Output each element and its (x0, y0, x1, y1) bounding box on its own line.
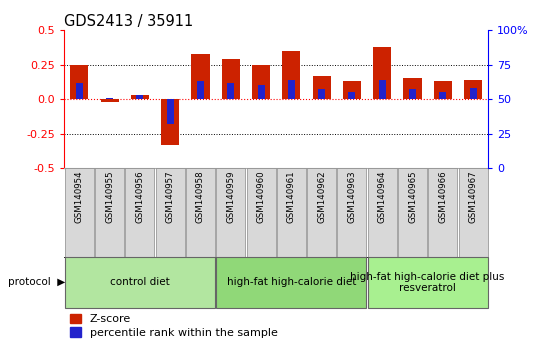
Text: GSM140966: GSM140966 (439, 171, 448, 223)
Bar (227, 82, 234, 99)
Bar (156, 168, 185, 257)
Bar (191, 53, 210, 99)
Legend: Z-score, percentile rank within the sample: Z-score, percentile rank within the samp… (70, 314, 277, 338)
Text: GSM140959: GSM140959 (227, 171, 235, 223)
Text: GSM140955: GSM140955 (105, 171, 114, 223)
Bar (403, 79, 422, 99)
Bar (288, 80, 295, 99)
Bar (106, 98, 113, 99)
Bar (222, 59, 240, 99)
Bar (252, 65, 270, 99)
Bar (137, 95, 143, 99)
Bar (307, 168, 336, 257)
Bar (368, 168, 397, 257)
Bar (65, 168, 94, 257)
Bar (373, 47, 391, 99)
Bar (368, 257, 488, 308)
Bar (277, 168, 306, 257)
Text: GSM140963: GSM140963 (348, 171, 357, 223)
Bar (398, 168, 427, 257)
Bar (349, 92, 355, 99)
Bar (409, 90, 416, 99)
Bar (470, 88, 477, 99)
Text: GSM140957: GSM140957 (166, 171, 175, 223)
Text: high-fat high-calorie diet: high-fat high-calorie diet (227, 277, 356, 287)
Bar (95, 168, 124, 257)
Bar (197, 81, 204, 99)
Bar (247, 168, 276, 257)
Bar (161, 99, 179, 145)
Text: GSM140958: GSM140958 (196, 171, 205, 223)
Bar (318, 90, 325, 99)
Bar (459, 168, 488, 257)
Text: GSM140967: GSM140967 (469, 171, 478, 223)
Bar (217, 257, 367, 308)
Text: GDS2413 / 35911: GDS2413 / 35911 (64, 14, 194, 29)
Bar (167, 99, 174, 124)
Bar (126, 168, 155, 257)
Bar (312, 76, 331, 99)
Bar (100, 99, 119, 102)
Bar (379, 80, 386, 99)
Bar (464, 80, 482, 99)
Text: GSM140965: GSM140965 (408, 171, 417, 223)
Bar (258, 85, 264, 99)
Text: protocol  ▶: protocol ▶ (7, 277, 65, 287)
Text: GSM140956: GSM140956 (136, 171, 145, 223)
Text: GSM140960: GSM140960 (257, 171, 266, 223)
Text: control diet: control diet (110, 277, 170, 287)
Bar (338, 168, 367, 257)
Bar (76, 82, 83, 99)
Text: GSM140954: GSM140954 (75, 171, 84, 223)
Bar (217, 168, 246, 257)
Bar (434, 81, 452, 99)
Bar (343, 81, 361, 99)
Bar (70, 65, 88, 99)
Text: GSM140962: GSM140962 (317, 171, 326, 223)
Bar (439, 92, 446, 99)
Bar (282, 51, 300, 99)
Bar (65, 257, 215, 308)
Text: high-fat high-calorie diet plus
resveratrol: high-fat high-calorie diet plus resverat… (350, 272, 505, 293)
Bar (186, 168, 215, 257)
Bar (429, 168, 458, 257)
Bar (131, 95, 149, 99)
Text: GSM140964: GSM140964 (378, 171, 387, 223)
Text: GSM140961: GSM140961 (287, 171, 296, 223)
